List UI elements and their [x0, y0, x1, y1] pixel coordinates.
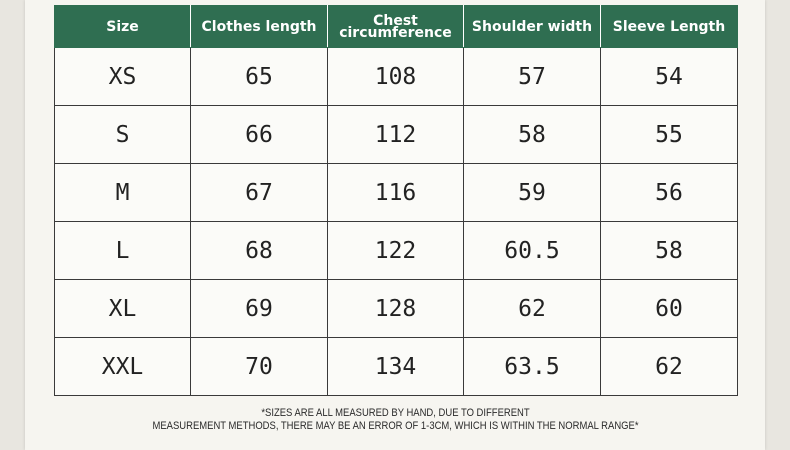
measurement-disclaimer: *SIZES ARE ALL MEASURED BY HAND, DUE TO … [102, 407, 689, 433]
cell-sleeve: 56 [600, 163, 738, 222]
header-chest-circumference: Chest circumference [327, 5, 464, 48]
cell-chest: 112 [327, 105, 464, 164]
cell-shoulder: 60.5 [463, 221, 601, 280]
cell-clothes-length: 69 [190, 279, 328, 338]
disclaimer-line1: *SIZES ARE ALL MEASURED BY HAND, DUE TO … [261, 407, 530, 419]
cell-size: M [54, 163, 191, 222]
cell-shoulder: 58 [463, 105, 601, 164]
table-row: M 67 116 59 56 [54, 163, 738, 222]
cell-clothes-length: 65 [190, 47, 328, 106]
table-row: XS 65 108 57 54 [54, 47, 738, 106]
cell-chest: 116 [327, 163, 464, 222]
cell-size: XS [54, 47, 191, 106]
cell-chest: 134 [327, 337, 464, 396]
cell-shoulder: 59 [463, 163, 601, 222]
cell-chest: 128 [327, 279, 464, 338]
cell-clothes-length: 67 [190, 163, 328, 222]
cell-shoulder: 62 [463, 279, 601, 338]
disclaimer-line2: MEASUREMENT METHODS, THERE MAY BE AN ERR… [152, 420, 639, 432]
cell-sleeve: 58 [600, 221, 738, 280]
cell-clothes-length: 66 [190, 105, 328, 164]
cell-sleeve: 55 [600, 105, 738, 164]
table-row: L 68 122 60.5 58 [54, 221, 738, 280]
cell-size: L [54, 221, 191, 280]
header-size: Size [54, 5, 191, 48]
table-row: XXL 70 134 63.5 62 [54, 337, 738, 396]
cell-chest: 122 [327, 221, 464, 280]
cell-sleeve: 62 [600, 337, 738, 396]
cell-clothes-length: 70 [190, 337, 328, 396]
cell-chest: 108 [327, 47, 464, 106]
cell-sleeve: 54 [600, 47, 738, 106]
header-chest-line1: Chest [373, 12, 418, 29]
table-header-row: Size Clothes length Chest circumference … [54, 5, 738, 48]
cell-size: XL [54, 279, 191, 338]
cell-shoulder: 63.5 [463, 337, 601, 396]
cell-size: S [54, 105, 191, 164]
header-shoulder-width: Shoulder width [463, 5, 601, 48]
cell-shoulder: 57 [463, 47, 601, 106]
table-row: S 66 112 58 55 [54, 105, 738, 164]
cell-clothes-length: 68 [190, 221, 328, 280]
table-row: XL 69 128 62 60 [54, 279, 738, 338]
header-clothes-length: Clothes length [190, 5, 328, 48]
cell-sleeve: 60 [600, 279, 738, 338]
header-sleeve-length: Sleeve Length [600, 5, 738, 48]
header-chest-line2: circumference [339, 24, 452, 41]
size-chart-table: Size Clothes length Chest circumference … [54, 5, 738, 396]
cell-size: XXL [54, 337, 191, 396]
